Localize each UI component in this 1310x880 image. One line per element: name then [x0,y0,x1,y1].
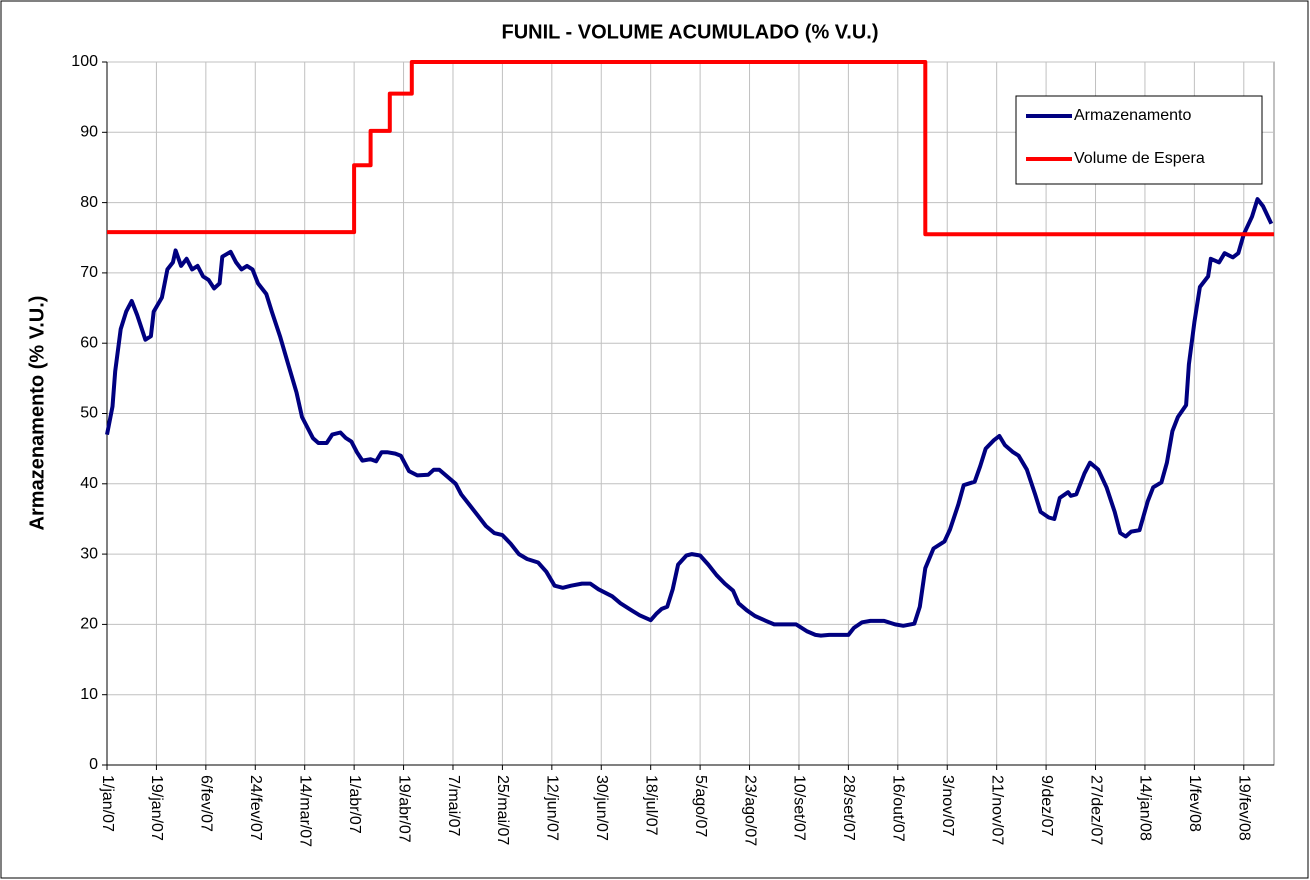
x-tick-label: 23/ago/07 [741,775,758,846]
y-tick-label: 70 [80,264,98,281]
chart-title: FUNIL - VOLUME ACUMULADO (% V.U.) [501,21,878,43]
y-tick-label: 50 [80,405,98,422]
x-tick-label: 19/abr/07 [395,775,412,843]
series-line [105,197,1274,638]
x-tick-label: 19/jan/07 [148,775,165,841]
y-tick-label: 60 [80,334,98,351]
x-tick-label: 1/abr/07 [346,775,363,834]
legend-box [1015,95,1263,185]
x-tick-label: 7/mai/07 [445,775,462,836]
y-tick-label: 0 [89,756,98,773]
x-tick-label: 1/fev/08 [1186,775,1203,832]
series-line [107,60,1274,237]
x-tick-label: 12/jun/07 [544,775,561,841]
legend-label: Armazenamento [1074,107,1191,124]
x-tick-label: 14/jan/08 [1137,775,1154,841]
y-axis-label: Armazenamento (% V.U.) [26,296,48,531]
x-tick-label: 27/dez/07 [1087,775,1104,845]
x-tick-label: 24/fev/07 [247,775,264,841]
x-tick-label: 5/ago/07 [692,775,709,837]
x-tick-label: 25/mai/07 [494,775,511,845]
y-tick-label: 100 [71,53,98,70]
y-tick-label: 10 [80,686,98,703]
y-tick-label: 30 [80,545,98,562]
y-tick-label: 90 [80,124,98,141]
x-tick-label: 10/set/07 [791,775,808,841]
x-tick-label: 28/set/07 [840,775,857,841]
x-tick-label: 18/jul/07 [642,775,659,836]
y-tick-label: 40 [80,475,98,492]
x-tick-label: 21/nov/07 [988,775,1005,845]
x-tick-label: 16/out/07 [890,775,907,842]
y-tick-label: 80 [80,194,98,211]
x-tick-label: 3/nov/07 [939,775,956,836]
x-tick-label: 30/jun/07 [593,775,610,841]
x-tick-label: 19/fev/08 [1236,775,1253,841]
x-tick-label: 9/dez/07 [1038,775,1055,836]
y-tick-label: 20 [80,616,98,633]
x-tick-label: 1/jan/07 [99,775,116,832]
x-tick-label: 14/mar/07 [296,775,313,847]
x-tick-label: 6/fev/07 [198,775,215,832]
legend-label: Volume de Espera [1074,150,1205,167]
